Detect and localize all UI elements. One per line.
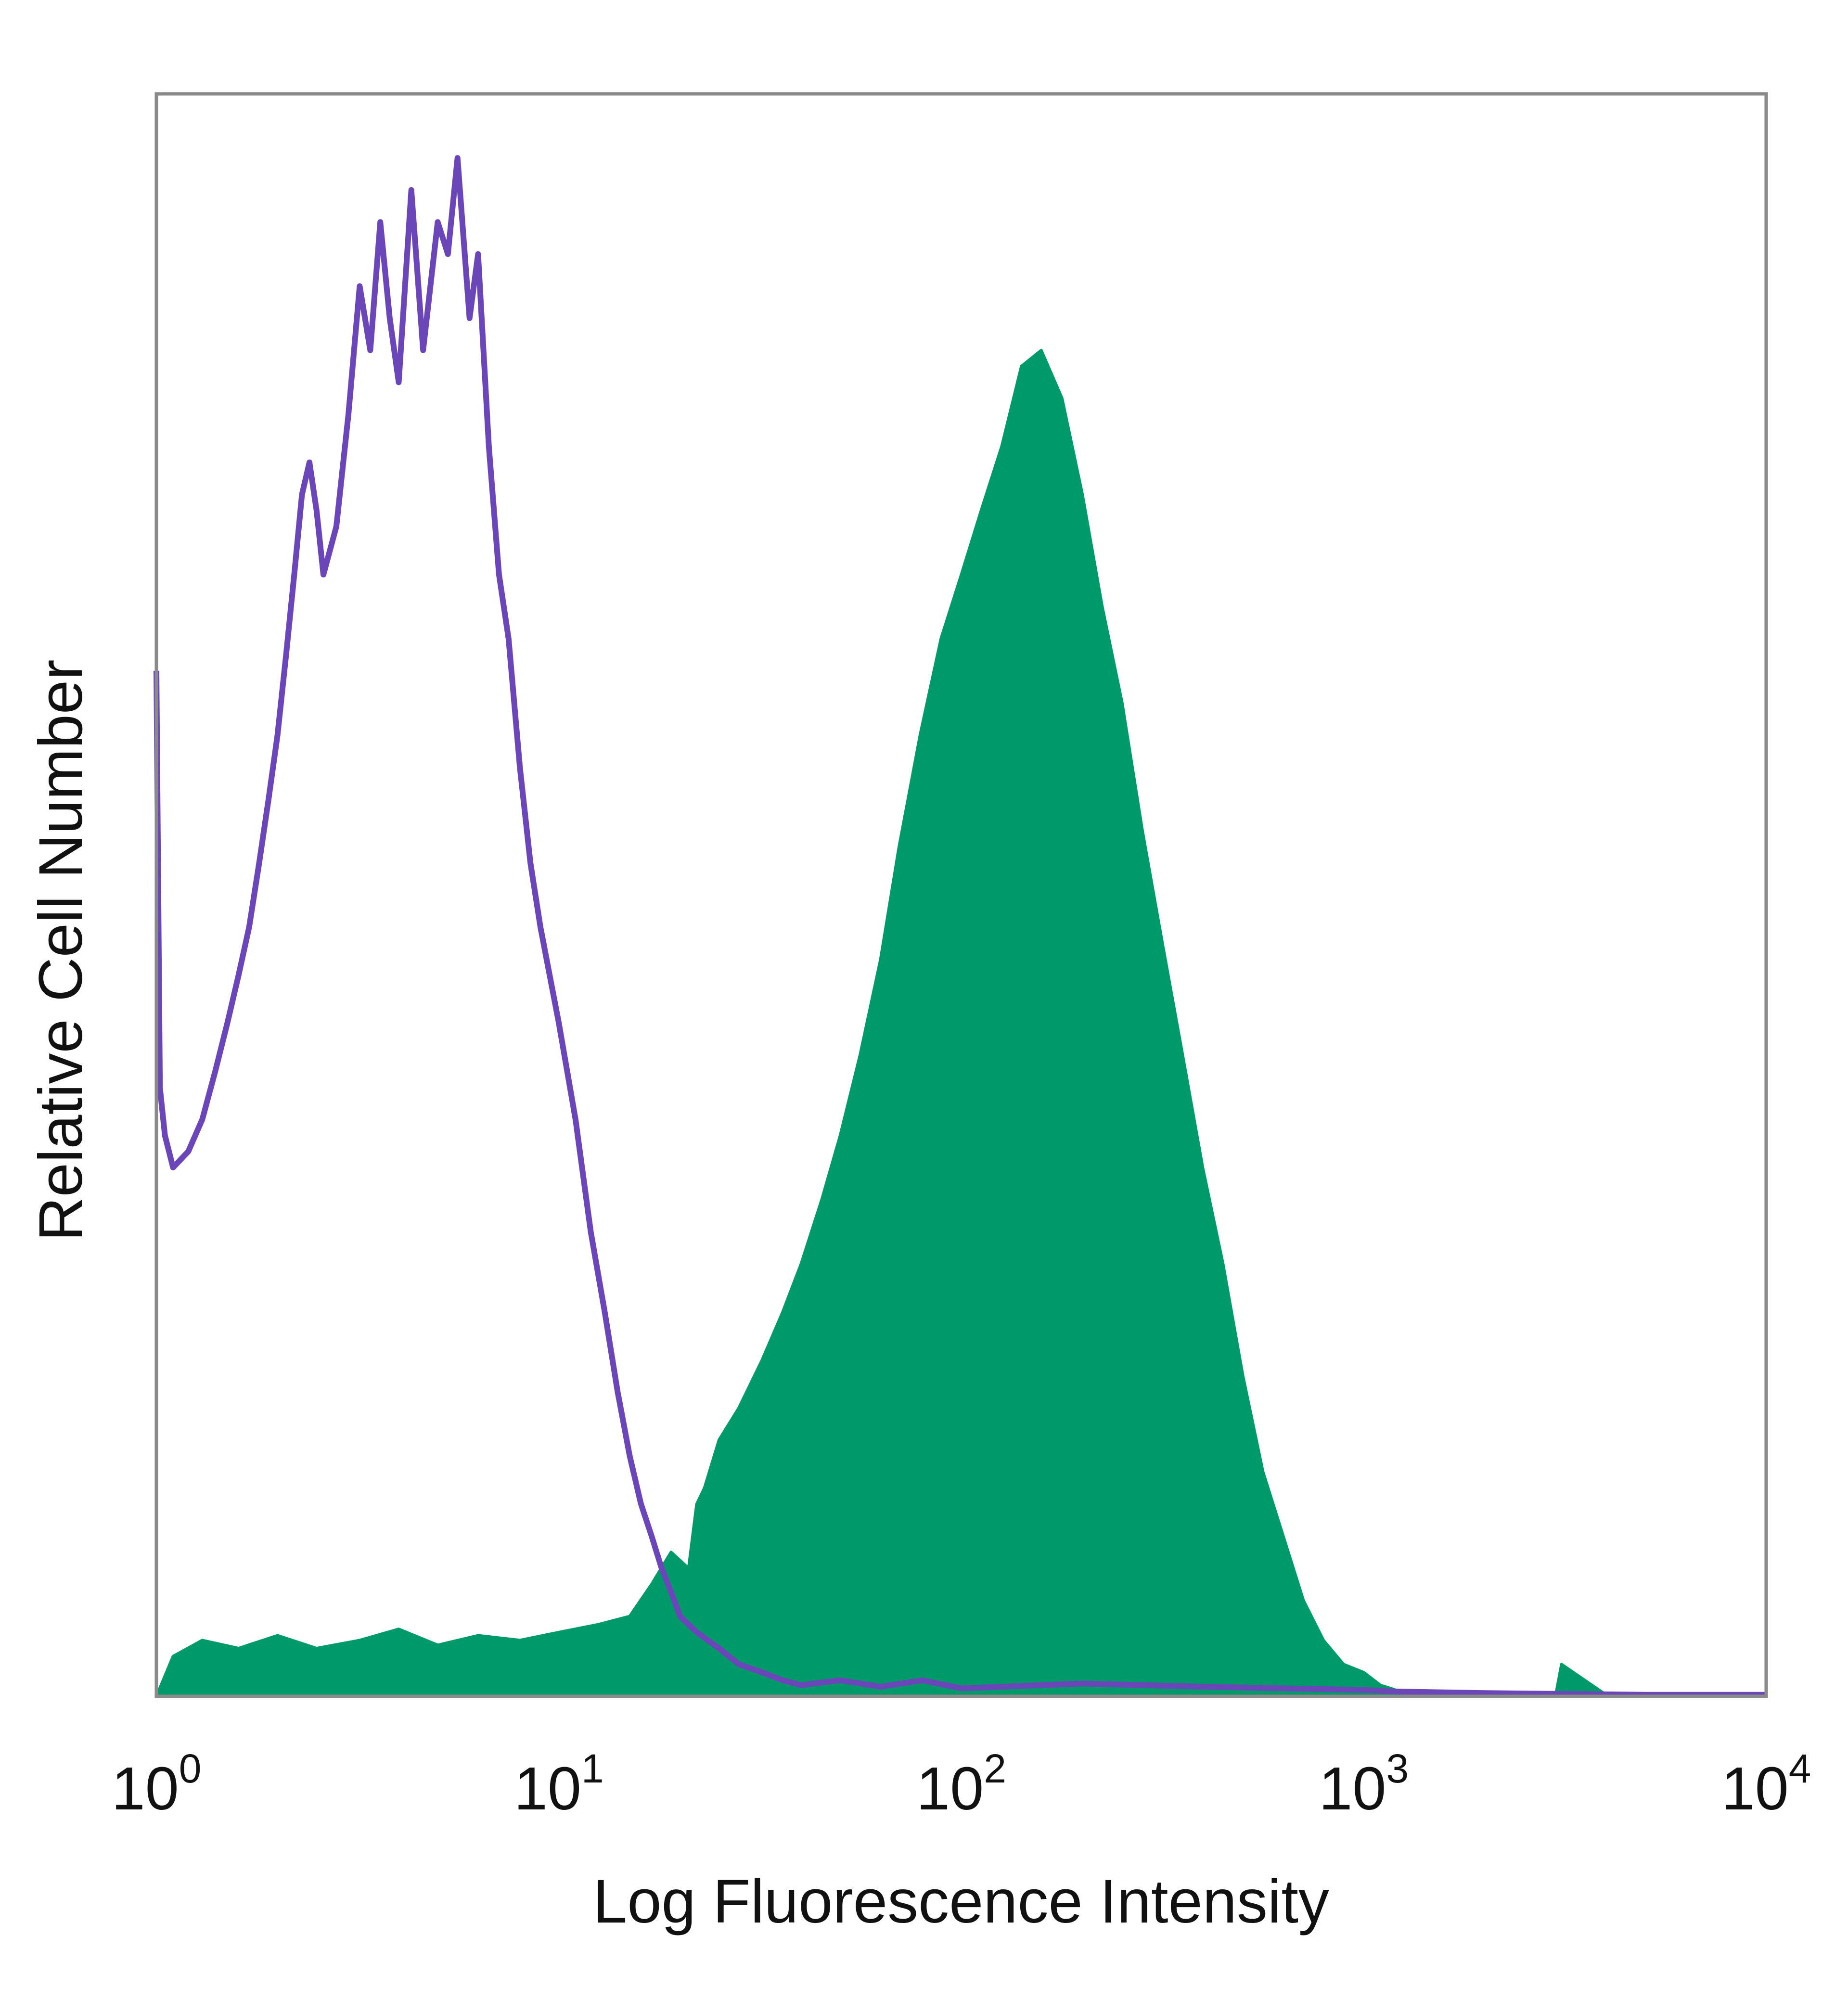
x-tick-label: 103 <box>1319 1746 1409 1822</box>
x-tick-label: 100 <box>112 1746 202 1822</box>
series-layer <box>154 155 1768 1698</box>
x-axis-label: Log Fluorescence Intensity <box>593 1867 1329 1936</box>
series-outline-histogram <box>154 155 1766 1698</box>
plot-frame <box>154 92 1768 1698</box>
series-filled-histogram <box>155 348 1768 1698</box>
x-tick-label: 101 <box>514 1746 604 1822</box>
y-axis-label: Relative Cell Number <box>26 659 95 1241</box>
x-tick-label: 104 <box>1721 1746 1811 1822</box>
x-tick-label: 102 <box>916 1746 1006 1822</box>
x-tick-labels: 100 101 102 103 104 <box>112 1746 1811 1822</box>
